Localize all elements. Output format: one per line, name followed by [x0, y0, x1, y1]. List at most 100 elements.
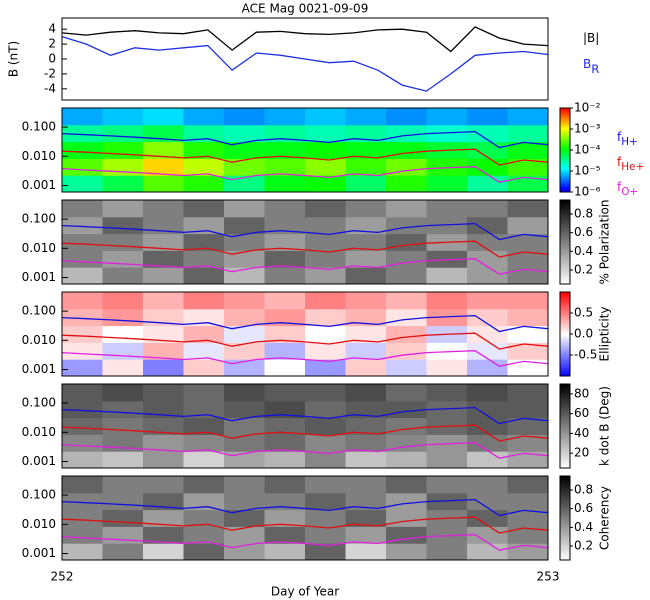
colorbar-segment [560, 239, 570, 243]
heatmap-cell [264, 267, 306, 285]
heatmap-cell [224, 325, 265, 343]
heatmap-cell [264, 342, 306, 360]
heatmap-cell [345, 492, 387, 511]
frequency-line [61, 258, 549, 275]
colorbar-segment [560, 248, 570, 251]
legend-entry: fH+ [617, 130, 638, 149]
heatmap-cell [426, 200, 468, 218]
heatmap-cell [102, 509, 144, 527]
colorbar-segment [560, 449, 570, 452]
colorbar-segment [560, 455, 570, 458]
frequency-line [61, 442, 549, 459]
heatmap-cell [183, 250, 225, 268]
heatmap-cell [345, 308, 387, 327]
colorbar-segment [560, 187, 570, 191]
colorbar-segment [560, 281, 570, 285]
y-tick-label: 0.001 [22, 270, 56, 284]
heatmap-cell [183, 509, 225, 527]
heatmap-cell [467, 492, 508, 511]
colorbar-segment [560, 329, 570, 333]
heatmap-cell [183, 292, 225, 310]
colorbar-segment [560, 202, 570, 205]
heatmap-cell [102, 175, 144, 193]
colorbar-segment [560, 373, 570, 377]
heatmap-cell [62, 417, 103, 435]
heatmap-cell [62, 175, 103, 193]
heatmap-cell [264, 108, 306, 126]
colorbar-segment [560, 513, 570, 517]
heatmap-cell [426, 308, 468, 327]
heatmap-cell [62, 124, 103, 143]
heatmap-cell [305, 434, 346, 452]
heatmap-cell [305, 417, 346, 435]
heatmap-cell [467, 250, 508, 268]
colorbar-segment [560, 319, 570, 322]
colorbar-segment [560, 252, 570, 256]
colorbar-segment [560, 162, 570, 166]
heatmap-cell [386, 292, 427, 310]
heatmap-cell [386, 526, 427, 544]
colorbar-segment [560, 359, 570, 362]
heatmap-cell [345, 233, 387, 251]
heatmap-cell [507, 124, 549, 143]
heatmap-cell [467, 124, 508, 143]
heatmap-cell [467, 200, 508, 218]
colorbar-segment [560, 210, 570, 214]
heatmap-cell [467, 451, 508, 469]
heatmap-cell [102, 492, 144, 511]
legend-entry: |B| [583, 31, 599, 45]
heatmap-cell [386, 476, 427, 494]
heatmap-cell [426, 359, 468, 377]
colorbar-segment [560, 223, 570, 226]
colorbar-segment [560, 317, 570, 320]
colorbar-segment [560, 200, 570, 203]
frequency-line [61, 332, 549, 350]
heatmap-cell [183, 417, 225, 435]
heatmap-cell [183, 526, 225, 544]
y-tick-label: -4 [44, 81, 56, 95]
y-tick-label: 0.010 [22, 425, 56, 439]
colorbar-tick-label: 10⁻² [574, 101, 601, 115]
heatmap-cell [143, 543, 184, 561]
heatmap-cell [467, 400, 508, 419]
legend-name: f [617, 130, 622, 144]
y-tick-label: 0.100 [22, 396, 56, 410]
heatmap-cell [143, 451, 184, 469]
colorbar-segment [560, 415, 570, 419]
heatmap-cell [62, 384, 103, 402]
heatmap-cell [102, 124, 144, 143]
colorbar-segment [560, 308, 570, 312]
colorbar-segment [560, 386, 570, 389]
colorbar-segment [560, 206, 570, 209]
heatmap-cell [507, 526, 549, 544]
heatmap-cell [224, 342, 265, 360]
colorbar-segment [560, 129, 570, 132]
colorbar-tick-label: -0.5 [574, 348, 597, 362]
colorbar-segment [560, 549, 570, 553]
colorbar-segment [560, 321, 570, 324]
heatmap-cell [264, 175, 306, 193]
heatmap-cell [264, 308, 306, 327]
heatmap-cell [143, 233, 184, 251]
y-tick-label: 0.100 [22, 120, 56, 134]
colorbar-segment [560, 158, 570, 161]
heatmap-cell [102, 216, 144, 235]
colorbar-tick-label: 40 [574, 426, 589, 440]
colorbar-frame [559, 199, 571, 285]
plot-frame [61, 199, 549, 285]
colorbar-segment [560, 242, 570, 245]
frequency-line [61, 130, 549, 149]
heatmap-cell [62, 308, 103, 327]
heatmap-cell [183, 308, 225, 327]
heatmap-cell [102, 359, 144, 377]
heatmap-cell [305, 526, 346, 544]
colorbar-segment [560, 181, 570, 185]
colorbar-segment [560, 216, 570, 220]
colorbar-label: Coherency [598, 486, 612, 550]
heatmap-cell [305, 141, 346, 159]
heatmap-cell [386, 175, 427, 193]
heatmap-cell [224, 141, 265, 159]
heatmap-cell [386, 434, 427, 452]
heatmap-cell [143, 342, 184, 360]
colorbar-segment [560, 277, 570, 281]
